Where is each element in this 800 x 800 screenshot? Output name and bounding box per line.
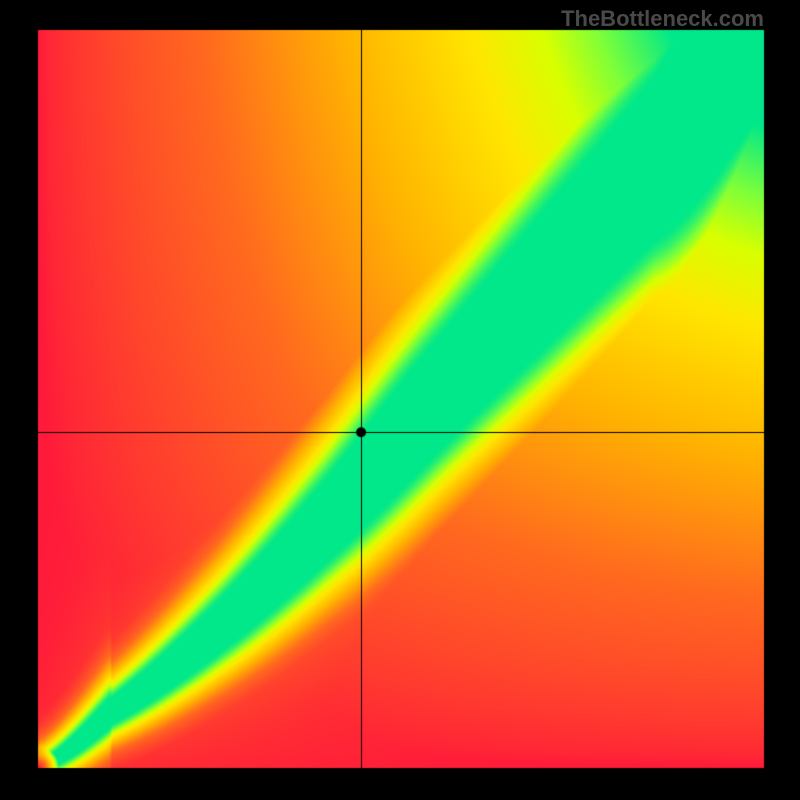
bottleneck-heatmap	[0, 0, 800, 800]
chart-container: TheBottleneck.com	[0, 0, 800, 800]
watermark-text: TheBottleneck.com	[561, 6, 764, 32]
